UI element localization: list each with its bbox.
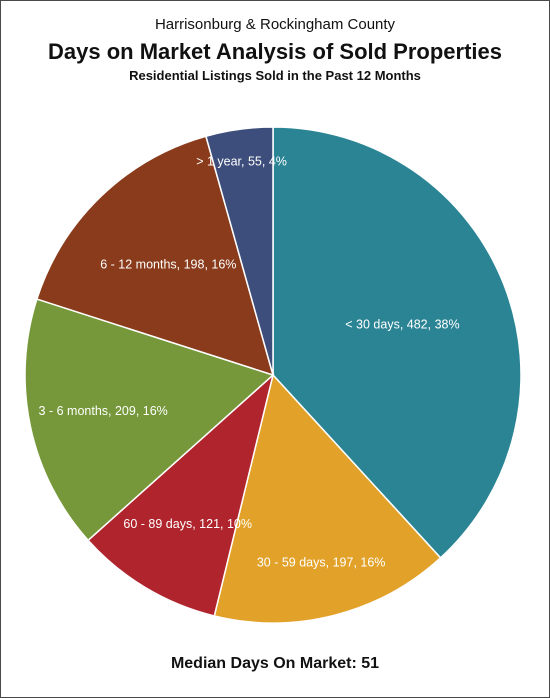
pie-slice-30-59-days — [213, 373, 442, 624]
slice-label-30-59-days: 30 - 59 days, 197, 16% — [257, 555, 386, 569]
chart-title: Days on Market Analysis of Sold Properti… — [48, 39, 502, 64]
pie-slice-3-6-months — [24, 298, 275, 542]
slice-label-60-89-days: 60 - 89 days, 121, 10% — [123, 517, 252, 531]
median-days-note: Median Days On Market: 51 — [170, 655, 380, 672]
slice-label-30-days: < 30 days, 482, 38% — [345, 318, 459, 332]
chart-header: Harrisonburg & Rockingham County Days on… — [1, 15, 549, 85]
chart-subtitle-top: Harrisonburg & Rockingham County — [154, 16, 396, 33]
slice-label-3-6-months: 3 - 6 months, 209, 16% — [39, 404, 168, 418]
chart-subtitle-bottom: Residential Listings Sold in the Past 12… — [129, 68, 421, 83]
pie-slice-60-89-days — [87, 372, 275, 617]
slice-label-6-12-months: 6 - 12 months, 198, 16% — [100, 257, 236, 271]
pie-slice-30-days — [272, 126, 522, 559]
slice-label-1-year: > 1 year, 55, 4% — [196, 154, 287, 168]
pie-slice-6-12-months — [35, 135, 275, 377]
pie-slice-1-year — [205, 126, 274, 376]
